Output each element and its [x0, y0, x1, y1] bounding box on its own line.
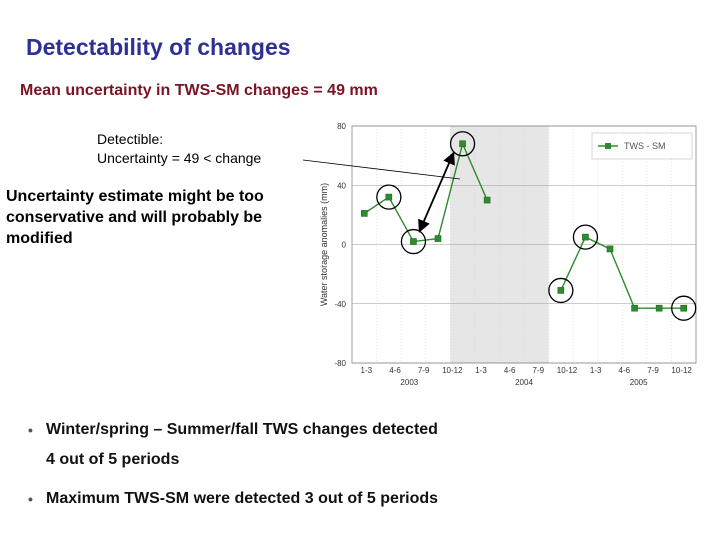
- x-tick-label: 1-3: [475, 366, 487, 375]
- leader-line: [302, 159, 461, 180]
- y-tick-label: 80: [337, 122, 346, 131]
- x-tick-label: 10-12: [442, 366, 463, 375]
- data-point: [410, 238, 417, 245]
- slide-title: Detectability of changes: [26, 34, 291, 60]
- y-tick-label: 40: [337, 181, 346, 190]
- highlight-circle: [548, 277, 574, 304]
- uncertainty-note-line-2: conservative and will probably be: [6, 209, 263, 226]
- data-point: [655, 304, 663, 312]
- legend-label: TWS - SM: [624, 141, 666, 151]
- detectible-annotation: Detectible: Uncertainty = 49 < change: [97, 130, 261, 168]
- x-tick-label: 4-6: [619, 366, 631, 375]
- highlight-circle: [376, 184, 402, 210]
- data-point: [631, 304, 638, 312]
- detectible-label: Detectible:: [97, 131, 164, 147]
- x-tick-label: 7-9: [533, 366, 545, 375]
- data-point: [360, 210, 368, 217]
- data-point: [680, 304, 688, 312]
- x-tick-label: 7-9: [647, 366, 659, 375]
- highlight-circle: [449, 131, 476, 157]
- plot-frame: [351, 125, 697, 364]
- uncertainty-note: Uncertainty estimate might be too conser…: [6, 186, 264, 249]
- x-tick-label: 4-6: [389, 366, 401, 375]
- y-tick-label: -40: [334, 300, 346, 309]
- highlight-circle: [400, 228, 427, 255]
- x-tick-label: 10-12: [671, 366, 692, 375]
- findings-list: Winter/spring – Summer/fall TWS changes …: [28, 420, 438, 509]
- data-point: [582, 233, 589, 241]
- data-point: [434, 235, 442, 242]
- y-tick-label: 0: [342, 241, 347, 250]
- series-line: [560, 236, 684, 309]
- x-tick-label: 7-9: [418, 366, 430, 375]
- change-arrow: [418, 151, 455, 233]
- x-tick-label: 1-3: [590, 366, 602, 375]
- data-point: [557, 287, 565, 294]
- x-tick-label: 4-6: [504, 366, 516, 375]
- highlight-circle: [671, 295, 697, 321]
- uncertainty-note-line-3: modified: [6, 230, 73, 247]
- data-point: [483, 196, 491, 204]
- uncertainty-note-line-1: Uncertainty estimate might be too: [6, 188, 264, 205]
- y-tick-label: -80: [334, 359, 346, 368]
- data-point: [606, 245, 614, 253]
- bullet-1: Winter/spring – Summer/fall TWS changes …: [28, 420, 438, 440]
- x-tick-label: 1-3: [361, 366, 373, 375]
- data-point: [459, 140, 466, 148]
- bullet-1-continued: 4 out of 5 periods: [46, 451, 180, 468]
- uncertainty-comparison: Uncertainty = 49 < change: [97, 150, 262, 166]
- data-point: [385, 193, 393, 201]
- highlight-circle: [572, 224, 599, 250]
- bullet-2: Maximum TWS-SM were detected 3 out of 5 …: [28, 489, 438, 509]
- legend-marker: [605, 143, 611, 149]
- slide-subtitle: Mean uncertainty in TWS-SM changes = 49 …: [20, 82, 378, 99]
- year-label: 2004: [515, 378, 533, 387]
- year-label: 2003: [400, 378, 418, 387]
- y-axis-title: Water storage anomalies (mm): [319, 183, 329, 306]
- x-tick-label: 10-12: [557, 366, 578, 375]
- year-label: 2005: [630, 378, 648, 387]
